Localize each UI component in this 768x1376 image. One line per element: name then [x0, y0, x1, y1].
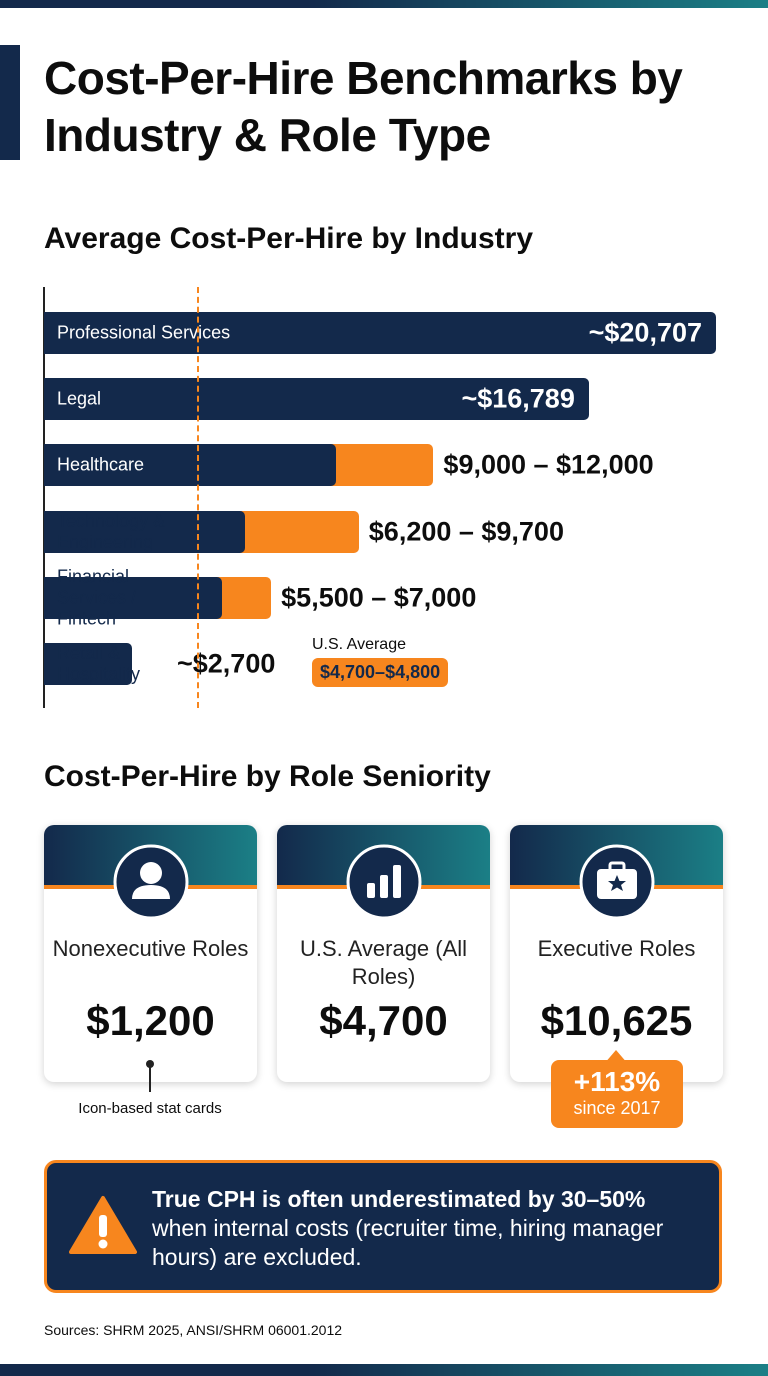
card-value: $1,200 [86, 997, 215, 1044]
callout: True CPH is often underestimated by 30–5… [44, 1160, 722, 1293]
sources: Sources: SHRM 2025, ANSI/SHRM 06001.2012 [44, 1322, 343, 1338]
axis-line [43, 287, 45, 708]
bar [44, 510, 246, 553]
bar [44, 378, 589, 421]
badge: +113% since 2017 [551, 1060, 683, 1128]
warning-icon [69, 1196, 137, 1254]
badge-note: since 2017 [573, 1098, 661, 1118]
badge-value: +113% [573, 1066, 661, 1097]
stat-card: Executive Roles $10,625 [510, 825, 723, 1082]
value-label: ~$16,789 [461, 383, 575, 414]
category-label: Professional Services [57, 322, 231, 343]
icon [346, 844, 422, 920]
annotation: Icon-based stat cards [78, 1100, 222, 1117]
value-label: $6,200 – $9,700 [368, 516, 564, 547]
value-label: ~$2,700 [177, 648, 276, 679]
bar [44, 576, 223, 619]
value-label: $9,000 – $12,000 [443, 449, 654, 480]
stat-card: U.S. Average (All Roles) $4,700 [277, 825, 490, 1082]
chart-title: Average Cost-Per-Hire by Industry [44, 222, 534, 255]
value-label: $5,500 – $7,000 [281, 582, 477, 613]
section-title: Cost-Per-Hire by Role Seniority [44, 760, 491, 793]
annotation-line [149, 1064, 151, 1092]
card-title: Executive Roles [537, 936, 696, 961]
annotation-dot [146, 1060, 154, 1068]
card-value: $10,625 [540, 997, 693, 1044]
reference-line [196, 287, 199, 708]
callout-text: when internal costs (recruiter time, hir… [152, 1215, 664, 1270]
category-label: Financial Services / Fintech [57, 566, 137, 629]
bottom-strip [0, 1364, 768, 1376]
icon [579, 844, 655, 920]
stat-card: Nonexecutive Roles $1,200 [44, 825, 257, 1082]
reference-label: U.S. Average [312, 636, 406, 653]
card-title: U.S. Average (All Roles) [299, 936, 468, 989]
bar [44, 643, 132, 685]
value-label: ~$20,707 [588, 317, 702, 348]
category-label: Technology & Engineering [57, 510, 166, 552]
bar [44, 312, 716, 354]
card-title: Nonexecutive Roles [52, 936, 249, 961]
category-label: Legal [57, 388, 102, 409]
category-label: Healthcare [57, 454, 145, 475]
accent-bar [0, 45, 20, 160]
callout-bold: True CPH is often underestimated by 30–5… [152, 1186, 646, 1212]
bar [44, 444, 337, 487]
reference-value: $4,700–$4,800 [312, 658, 449, 687]
icon [113, 844, 189, 920]
card-value: $4,700 [319, 997, 448, 1044]
chart: Professional Services ~$20,707 Legal ~$16,7… [43, 287, 716, 708]
category-label: Retail & Hospitality [57, 643, 141, 684]
title: Cost-Per-Hire Benchmarks by Industry & R… [44, 52, 683, 161]
top-strip [0, 0, 768, 8]
